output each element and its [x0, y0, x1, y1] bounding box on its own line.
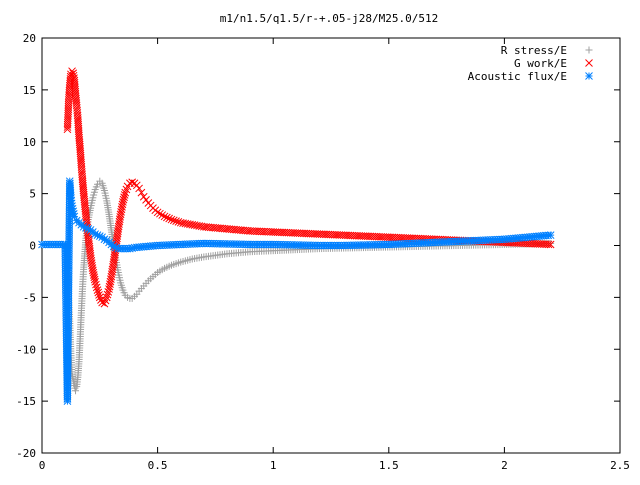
data-point — [92, 280, 100, 289]
data-point — [158, 211, 167, 219]
data-point — [544, 240, 553, 249]
data-point — [72, 387, 80, 395]
y-tick-label: 10 — [23, 136, 36, 149]
data-point — [169, 216, 178, 225]
data-point — [95, 293, 104, 302]
y-tick-label: 0 — [29, 240, 36, 253]
data-point — [89, 266, 97, 275]
legend-marker — [585, 72, 593, 80]
data-point — [165, 214, 174, 223]
data-point — [90, 275, 99, 284]
legend-label: R stress/E — [501, 44, 567, 57]
data-point — [188, 220, 197, 229]
y-tick-label: 5 — [29, 188, 36, 201]
y-tick-label: -20 — [16, 447, 36, 460]
data-point — [91, 277, 100, 286]
data-point — [190, 221, 199, 230]
y-tick-label: 15 — [23, 84, 36, 97]
data-point — [160, 212, 169, 221]
data-point — [103, 290, 112, 299]
data-points — [38, 67, 555, 405]
data-point — [135, 184, 143, 193]
data-point — [88, 264, 97, 272]
data-point — [547, 239, 555, 247]
data-point — [92, 283, 101, 292]
legend-label: Acoustic flux/E — [468, 70, 567, 83]
data-point — [142, 195, 150, 204]
data-point — [90, 273, 99, 282]
data-point — [95, 291, 103, 299]
data-point — [94, 288, 103, 297]
data-point — [172, 217, 180, 225]
data-point — [162, 213, 171, 222]
data-point — [156, 209, 164, 218]
data-point — [102, 293, 111, 302]
data-point — [120, 193, 128, 202]
data-point — [89, 271, 98, 279]
data-point — [167, 215, 176, 224]
x-tick-label: 0 — [39, 459, 46, 472]
x-tick-label: 1 — [270, 459, 277, 472]
data-point — [137, 188, 146, 197]
y-tick-label: 20 — [23, 32, 36, 45]
data-point — [139, 192, 148, 201]
chart-title: m1/n1.5/q1.5/r-+.05-j28/M25.0/512 — [220, 12, 439, 25]
series-0 — [63, 177, 555, 395]
data-point — [120, 191, 129, 199]
y-tick-label: -10 — [16, 343, 36, 356]
data-point — [119, 198, 127, 206]
x-tick-label: 2.5 — [610, 459, 630, 472]
data-point — [181, 219, 190, 228]
legend-marker — [585, 59, 593, 67]
data-point — [93, 286, 102, 294]
data-point — [132, 181, 141, 190]
y-tick-label: -5 — [23, 291, 36, 304]
legend-label: G work/E — [514, 57, 567, 70]
x-tick-label: 1.5 — [379, 459, 399, 472]
x-tick-label: 2 — [501, 459, 508, 472]
data-point — [193, 221, 201, 230]
series-1 — [63, 67, 555, 308]
legend-marker — [585, 46, 593, 54]
data-point — [119, 195, 128, 204]
data-point — [174, 218, 183, 226]
data-point — [179, 219, 187, 227]
data-point — [128, 178, 137, 187]
data-point — [89, 268, 98, 277]
data-point — [546, 240, 555, 249]
data-point — [546, 231, 555, 239]
series-2 — [38, 177, 555, 405]
data-point — [183, 220, 192, 228]
data-point — [118, 200, 127, 209]
y-tick-label: -15 — [16, 395, 36, 408]
data-point — [153, 208, 162, 217]
data-point — [176, 218, 185, 227]
axes: 0 0.5 1 1.5 2 2.5 -20 -15 -10 -5 0 5 10 15 20 — [16, 32, 630, 472]
data-point — [186, 220, 194, 229]
x-tick-label: 0.5 — [148, 459, 168, 472]
data-point — [68, 67, 76, 76]
data-point — [195, 222, 204, 230]
